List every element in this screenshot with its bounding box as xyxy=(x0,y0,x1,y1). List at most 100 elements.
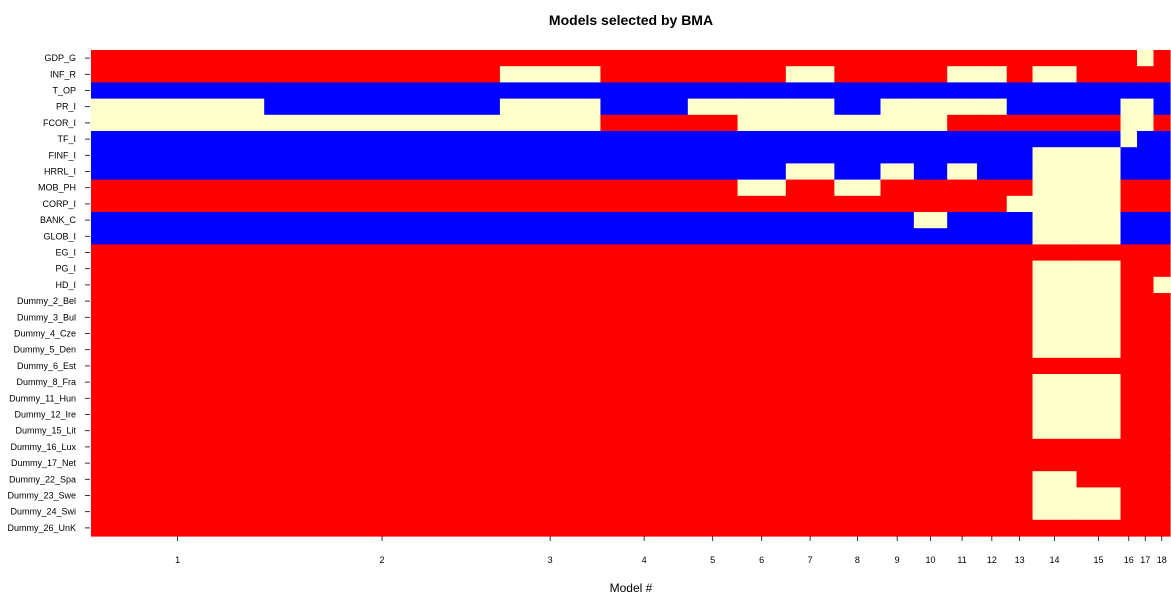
heatmap-cell xyxy=(1032,487,1078,505)
heatmap-cell xyxy=(687,341,739,359)
heatmap-cell xyxy=(264,390,501,407)
heatmap-cell xyxy=(91,374,265,391)
heatmap-cell xyxy=(1006,260,1034,278)
heatmap-cell xyxy=(1137,179,1155,197)
heatmap-cell xyxy=(600,260,689,278)
heatmap-cell xyxy=(880,374,915,391)
heatmap-cell xyxy=(264,163,501,181)
heatmap-cell xyxy=(1032,455,1078,472)
heatmap-cell xyxy=(1006,325,1034,343)
heatmap-cell xyxy=(264,438,501,456)
heatmap-cell xyxy=(687,195,739,213)
heatmap-cell xyxy=(1120,147,1138,164)
heatmap-cell xyxy=(499,98,602,116)
heatmap-cell xyxy=(1032,114,1078,132)
heatmap-cell xyxy=(1137,341,1155,359)
model-label: 4 xyxy=(642,555,647,565)
heatmap-cell xyxy=(947,487,978,505)
heatmap-cell xyxy=(1153,309,1171,326)
heatmap-cell xyxy=(91,455,265,472)
heatmap-cell xyxy=(1153,357,1171,375)
heatmap-cell xyxy=(600,212,689,229)
heatmap-cell xyxy=(880,82,915,100)
heatmap-cell xyxy=(947,374,978,391)
heatmap-cell xyxy=(1137,471,1155,488)
variable-label: Dummy_17_Net xyxy=(11,458,77,468)
heatmap-cell xyxy=(600,455,689,472)
heatmap-cell xyxy=(834,487,882,505)
heatmap-cell xyxy=(1006,163,1034,181)
heatmap-cell xyxy=(1006,82,1034,100)
heatmap-cell xyxy=(1032,212,1078,229)
heatmap-cell xyxy=(91,276,265,294)
heatmap-cell xyxy=(913,519,948,537)
heatmap-cell xyxy=(499,406,602,424)
heatmap-cell xyxy=(1006,487,1034,505)
heatmap-cell xyxy=(947,244,978,262)
heatmap-cell xyxy=(976,455,1008,472)
heatmap-cell xyxy=(687,487,739,505)
heatmap-cell xyxy=(1006,195,1034,213)
heatmap-cell xyxy=(785,260,835,278)
heatmap-cell xyxy=(1006,309,1034,326)
heatmap-cell xyxy=(1006,406,1034,424)
model-labels: 1 2 3 4 5 6 7 8 9 10 11 12 13 14 15 16 17 18 xyxy=(175,536,1167,565)
heatmap-cell xyxy=(1137,98,1155,116)
heatmap-cell xyxy=(1137,455,1155,472)
heatmap-cell xyxy=(947,325,978,343)
variable-label: Dummy_26_UnK xyxy=(7,523,76,533)
heatmap-cell xyxy=(1076,325,1122,343)
heatmap-cell xyxy=(687,82,739,100)
heatmap-cell xyxy=(913,82,948,100)
heatmap-cell xyxy=(834,82,882,100)
heatmap-cell xyxy=(913,438,948,456)
heatmap-cell xyxy=(499,260,602,278)
heatmap-cell xyxy=(1137,374,1155,391)
heatmap-cell xyxy=(976,422,1008,440)
heatmap-cell xyxy=(737,471,787,488)
heatmap-cell xyxy=(264,325,501,343)
heatmap-cell xyxy=(737,195,787,213)
heatmap-cell xyxy=(737,390,787,407)
heatmap-cell xyxy=(264,228,501,245)
variable-label: Dummy_24_Swi xyxy=(10,507,76,517)
heatmap-cell xyxy=(264,503,501,521)
heatmap-cell xyxy=(1032,147,1078,164)
heatmap-cell xyxy=(976,293,1008,310)
heatmap-cell xyxy=(880,260,915,278)
heatmap-cell xyxy=(499,228,602,245)
heatmap-cell xyxy=(880,422,915,440)
heatmap-cell xyxy=(834,228,882,245)
heatmap-cell xyxy=(1006,374,1034,391)
heatmap-cell xyxy=(1006,244,1034,262)
heatmap-cell xyxy=(834,50,882,67)
heatmap-cell xyxy=(947,406,978,424)
heatmap-cell xyxy=(880,357,915,375)
model-label: 1 xyxy=(175,555,180,565)
heatmap-cell xyxy=(600,147,689,164)
heatmap-cell xyxy=(1032,309,1078,326)
heatmap-cell xyxy=(1137,357,1155,375)
heatmap-cell xyxy=(785,293,835,310)
heatmap-cell xyxy=(913,179,948,197)
heatmap-cell xyxy=(264,341,501,359)
heatmap-cell xyxy=(785,503,835,521)
heatmap-cell xyxy=(600,82,689,100)
heatmap-cell xyxy=(1137,406,1155,424)
heatmap-cell xyxy=(1032,471,1078,488)
heatmap-cell xyxy=(1120,357,1138,375)
heatmap-cell xyxy=(1153,98,1171,116)
heatmap-cell xyxy=(976,66,1008,83)
heatmap-cell xyxy=(1006,471,1034,488)
heatmap-cell xyxy=(1032,163,1078,181)
heatmap-cell xyxy=(785,50,835,67)
heatmap-cell xyxy=(785,228,835,245)
heatmap-cell xyxy=(1120,114,1138,132)
heatmap-cell xyxy=(600,195,689,213)
heatmap-cell xyxy=(947,276,978,294)
heatmap-cell xyxy=(976,406,1008,424)
heatmap-cell xyxy=(1006,98,1034,116)
heatmap-cell xyxy=(1153,50,1171,67)
heatmap-cell xyxy=(976,163,1008,181)
heatmap-cell xyxy=(1153,374,1171,391)
